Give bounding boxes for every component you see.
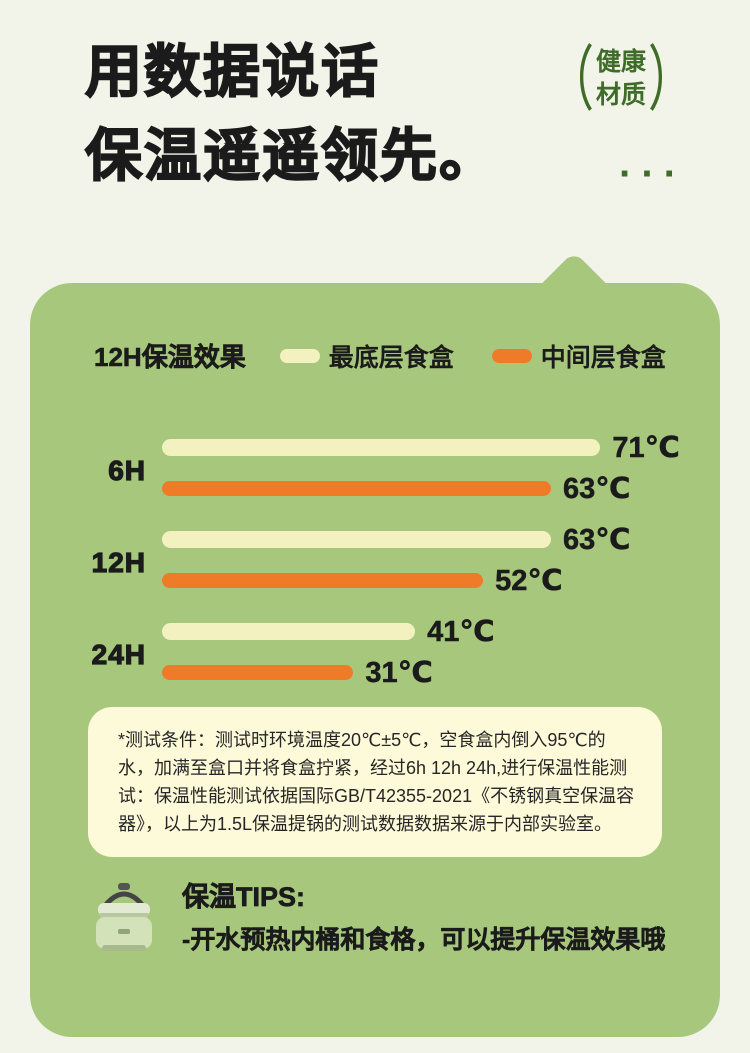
test-conditions-note: *测试条件：测试时环境温度20℃±5℃，空食盒内倒入95℃的水，加满至盒口并将食… <box>88 707 662 858</box>
legend-item-middle-box: 中间层食盒 <box>491 338 666 374</box>
temp-bar-label: 41℃ <box>427 615 495 648</box>
bar-rows: 63℃ 52℃ <box>162 523 656 597</box>
chart-title: 12H保温效果 <box>94 342 246 373</box>
bar-row-bottom-box: 41℃ <box>162 615 656 648</box>
tips-line: -开水预热内桶和食格，可以提升保温效果哦 <box>182 925 666 955</box>
bar-group-6h: 6H 71℃ 63℃ <box>30 431 680 505</box>
temp-bar <box>162 622 416 640</box>
category-label: 12H <box>91 536 146 581</box>
note-text: *测试条件：测试时环境温度20℃±5℃，空食盒内倒入95℃的水，加满至盒口并将食… <box>118 730 635 835</box>
bar-rows: 41℃ 31℃ <box>162 615 656 689</box>
bar-row-bottom-box: 71℃ <box>162 431 680 464</box>
tips-text: 保温TIPS: -开水预热内桶和食格，可以提升保温效果哦 <box>182 875 666 956</box>
bar-row-middle-box: 31℃ <box>162 656 656 689</box>
chart-panel: 12H保温效果 最底层食盒 中间层食盒 6H 71℃ <box>30 251 720 1037</box>
page-title-line1: 用数据说话 <box>84 39 380 105</box>
health-material-badge: （ 健康 材质 ） <box>547 38 694 119</box>
temp-bar <box>162 530 552 548</box>
temp-bar <box>162 438 601 456</box>
bar-row-bottom-box: 63℃ <box>162 523 656 556</box>
legend-label: 中间层食盒 <box>540 343 666 372</box>
tips-section: 保温TIPS: -开水预热内桶和食格，可以提升保温效果哦 <box>82 873 676 957</box>
tips-title: 保温TIPS: <box>182 881 306 912</box>
temp-bar <box>162 664 354 680</box>
legend-item-bottom-box: 最底层食盒 <box>279 338 454 374</box>
bar-chart: 6H 71℃ 63℃ 12H 63℃ <box>30 431 720 689</box>
bar-group-24h: 24H 41℃ 31℃ <box>30 615 656 689</box>
temp-bar-label: 63℃ <box>563 472 631 505</box>
temp-bar-label: 31℃ <box>365 656 433 689</box>
legend-swatch-cream <box>279 348 320 363</box>
bar-rows: 71℃ 63℃ <box>162 431 680 505</box>
page-header: 用数据说话 保温遥遥领先。 <box>84 30 498 199</box>
temp-bar <box>162 572 484 588</box>
badge-text: 健康 材质 <box>596 46 646 111</box>
chart-header: 12H保温效果 最底层食盒 中间层食盒 <box>30 283 720 374</box>
ellipsis-dots: ··· <box>619 152 686 196</box>
insulated-pot-image <box>96 883 152 952</box>
legend-swatch-orange <box>491 348 532 363</box>
paren-left: （ <box>547 38 594 119</box>
chart-legend: 最底层食盒 中间层食盒 <box>279 338 666 374</box>
temp-bar-label: 63℃ <box>563 523 631 556</box>
badge-line1: 健康 <box>595 48 646 76</box>
category-label: 24H <box>91 628 146 673</box>
page-title-line2: 保温遥遥领先。 <box>84 124 498 190</box>
bar-row-middle-box: 52℃ <box>162 564 656 597</box>
temp-bar-label: 71℃ <box>612 431 680 464</box>
temp-bar <box>162 480 552 496</box>
paren-right: ） <box>648 38 694 119</box>
temp-bar-label: 52℃ <box>495 564 563 597</box>
bar-group-12h: 12H 63℃ 52℃ <box>30 523 656 597</box>
bar-row-middle-box: 63℃ <box>162 472 656 505</box>
legend-label: 最底层食盒 <box>328 343 454 372</box>
category-label: 6H <box>108 444 146 489</box>
badge-line2: 材质 <box>595 80 646 109</box>
